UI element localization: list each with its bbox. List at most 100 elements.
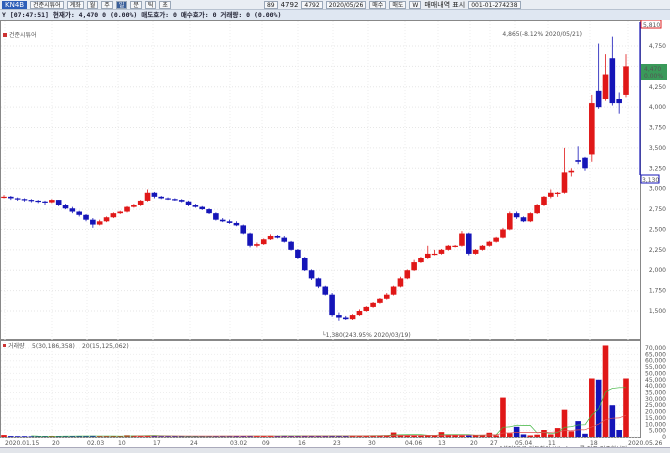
stock-chart[interactable]: 1,500 1,750 2,000 2,250 2,500 2,750 3,000 3,250… (0, 20, 670, 447)
volume-bar (42, 436, 48, 437)
count-input[interactable]: 89 (263, 0, 278, 9)
period-week-button[interactable]: 주 (101, 0, 113, 9)
stock-code-input[interactable]: KN4B (2, 0, 28, 9)
candle-body (42, 201, 48, 203)
candle-body (438, 249, 445, 254)
candle-body (548, 192, 554, 197)
y-tick-label: 4,000 (649, 104, 666, 111)
y-tick-label: 2,000 (649, 267, 666, 274)
volume-bar (424, 435, 431, 437)
candle-body (295, 249, 301, 258)
volume-tick-label: 30,000 (645, 396, 666, 403)
volume-bar (240, 436, 247, 437)
high-annotation: 4,865(-8.12% 2020/05/21) (502, 31, 582, 38)
volume-bar (465, 435, 472, 437)
period-second-button[interactable]: 초 (159, 0, 171, 9)
chart-scrollbar[interactable] (0, 447, 670, 453)
candle-body (308, 270, 315, 279)
y-tick-label: 2,500 (649, 226, 666, 233)
candle-body (575, 160, 581, 162)
volume-bar (445, 434, 452, 437)
volume-bar (527, 435, 534, 437)
candle-body (62, 205, 69, 209)
volume-bar (76, 436, 82, 437)
candle-body (329, 294, 335, 316)
top-price-badge (640, 20, 662, 29)
candle-body (226, 221, 233, 223)
total-count-field[interactable]: 4792 (301, 0, 323, 9)
candle-body (424, 253, 431, 258)
volume-bar (219, 436, 226, 437)
period-month-button[interactable]: 월 (86, 0, 99, 9)
y-tick-label: 3,750 (649, 125, 666, 132)
top-price-badge-text: 5,810 (643, 22, 660, 29)
volume-bar (151, 435, 158, 437)
candle-body (602, 74, 609, 99)
volume-bar (35, 436, 41, 437)
date-input[interactable]: 2020/05/26 (325, 0, 367, 9)
y-tick-label: 2,750 (649, 206, 666, 213)
volume-bar (582, 433, 588, 437)
volume-bar (452, 435, 458, 437)
quote-info-bar: Y [07:47:51] 현재가: 4,470 0 (0.00%) 매도호가: … (0, 10, 670, 20)
x-tick-label: 17 (153, 440, 161, 447)
toolbar: KN4B 건준시튜어 계좌 월 주 일 분 틱 초 89 4792 4792 2… (0, 0, 670, 10)
w-button[interactable]: W (409, 0, 422, 9)
stock-name-field[interactable]: 건준시튜어 (30, 0, 64, 9)
candle-body (418, 258, 424, 263)
volume-bar (233, 436, 240, 437)
volume-tick-label: 40,000 (645, 383, 666, 390)
volume-bar (295, 436, 301, 437)
x-tick-label: 2020.01.15 (5, 440, 40, 447)
price-panel (0, 20, 641, 340)
x-tick-label: 02.03 (87, 440, 104, 447)
volume-tick-label: 35,000 (645, 390, 666, 397)
volume-bar (28, 436, 35, 437)
candle-body (172, 199, 178, 201)
candle-body (76, 211, 82, 215)
x-tick-label: 11 (548, 440, 556, 447)
volume-bar (397, 435, 404, 437)
candle-body (520, 217, 527, 222)
account-select[interactable]: 001-01-274238 (468, 0, 521, 9)
y-tick-label: 3,250 (649, 165, 666, 172)
range-low-badge (640, 174, 660, 184)
volume-bar (561, 409, 568, 437)
candle-body (445, 245, 452, 250)
volume-ma5-legend: 5(30,186,358) (32, 343, 75, 350)
x-tick-label: 16 (298, 440, 306, 447)
volume-bar (14, 436, 21, 437)
volume-bar (356, 435, 363, 437)
x-tick-label: 23 (333, 440, 341, 447)
x-tick-label: 27 (490, 440, 498, 447)
volume-bar (158, 436, 165, 437)
volume-ma-line (31, 387, 626, 437)
volume-bar (602, 345, 609, 437)
candle-body (165, 198, 171, 200)
period-tick-button[interactable]: 틱 (144, 0, 157, 9)
candle-body (28, 200, 35, 202)
sell-button[interactable]: 매도 (389, 0, 407, 9)
y-tick-label: 4,750 (649, 43, 666, 50)
volume-bar (493, 435, 499, 437)
x-tick-label: 10 (118, 440, 126, 447)
buy-button[interactable]: 매수 (369, 0, 387, 9)
volume-tick-label: 25,000 (645, 402, 666, 409)
candle-body (233, 222, 240, 226)
order-history-checkbox[interactable]: 매매내역 표시 (424, 0, 466, 9)
candle-body (404, 270, 411, 279)
volume-bar (260, 436, 267, 437)
volume-bar (336, 435, 342, 437)
x-tick-label: 05.04 (515, 440, 532, 447)
candle-body (342, 317, 349, 320)
candle-body (589, 103, 595, 155)
period-minute-button[interactable]: 분 (130, 0, 142, 9)
volume-bar (322, 435, 329, 437)
account-button[interactable]: 계좌 (66, 0, 84, 9)
period-day-button[interactable]: 일 (115, 0, 128, 9)
range-low-text: 3,130 (642, 177, 659, 184)
candle-body (322, 286, 329, 295)
candle-body (582, 157, 588, 169)
volume-bar (83, 435, 89, 437)
y-tick-label: 4,250 (649, 84, 666, 91)
